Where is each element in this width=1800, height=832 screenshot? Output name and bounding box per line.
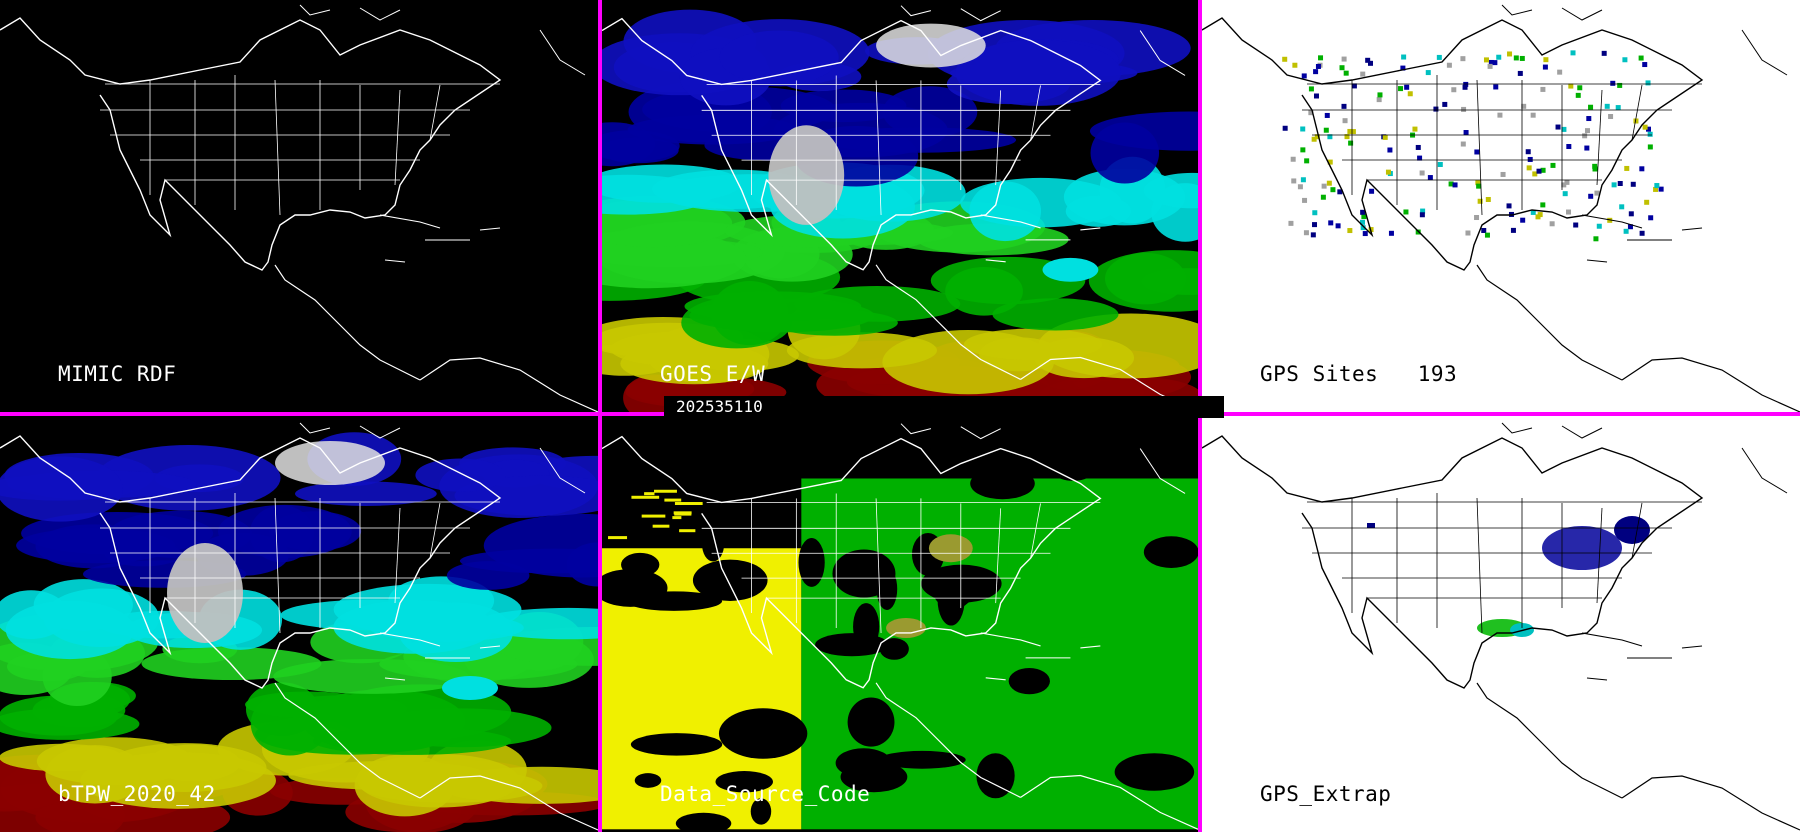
panel-label-extrap: GPS_Extrap: [1260, 782, 1392, 806]
map-svg-dsc: [602, 416, 1198, 832]
map-svg-extrap: [1202, 422, 1800, 831]
panel-mimic-rdf: MIMIC RDF: [0, 0, 598, 412]
panel-gps-sites: GPS Sites 193: [1202, 0, 1800, 412]
timestamp-bar: 202535110: [664, 396, 1224, 418]
map-svg-mimic: [0, 4, 598, 412]
panel-data-source-code: Data_Source_Code: [602, 416, 1198, 832]
panel-label-goes: GOES E/W: [660, 362, 766, 386]
panel-label-dsc: Data_Source_Code: [660, 782, 871, 806]
map-svg-btpw: [0, 422, 598, 832]
map-svg-gps: [1202, 4, 1800, 412]
panel-label-btpw: bTPW_2020_42: [58, 782, 216, 806]
panel-label-mimic: MIMIC RDF: [58, 362, 177, 386]
panel-gps-extrap: GPS_Extrap: [1202, 416, 1800, 832]
panel-goes-ew: GOES E/W: [602, 0, 1198, 412]
map-svg-goes: [602, 5, 1198, 412]
panel-btpw: bTPW_2020_42: [0, 416, 598, 832]
panel-label-gps: GPS Sites 193: [1260, 362, 1458, 386]
